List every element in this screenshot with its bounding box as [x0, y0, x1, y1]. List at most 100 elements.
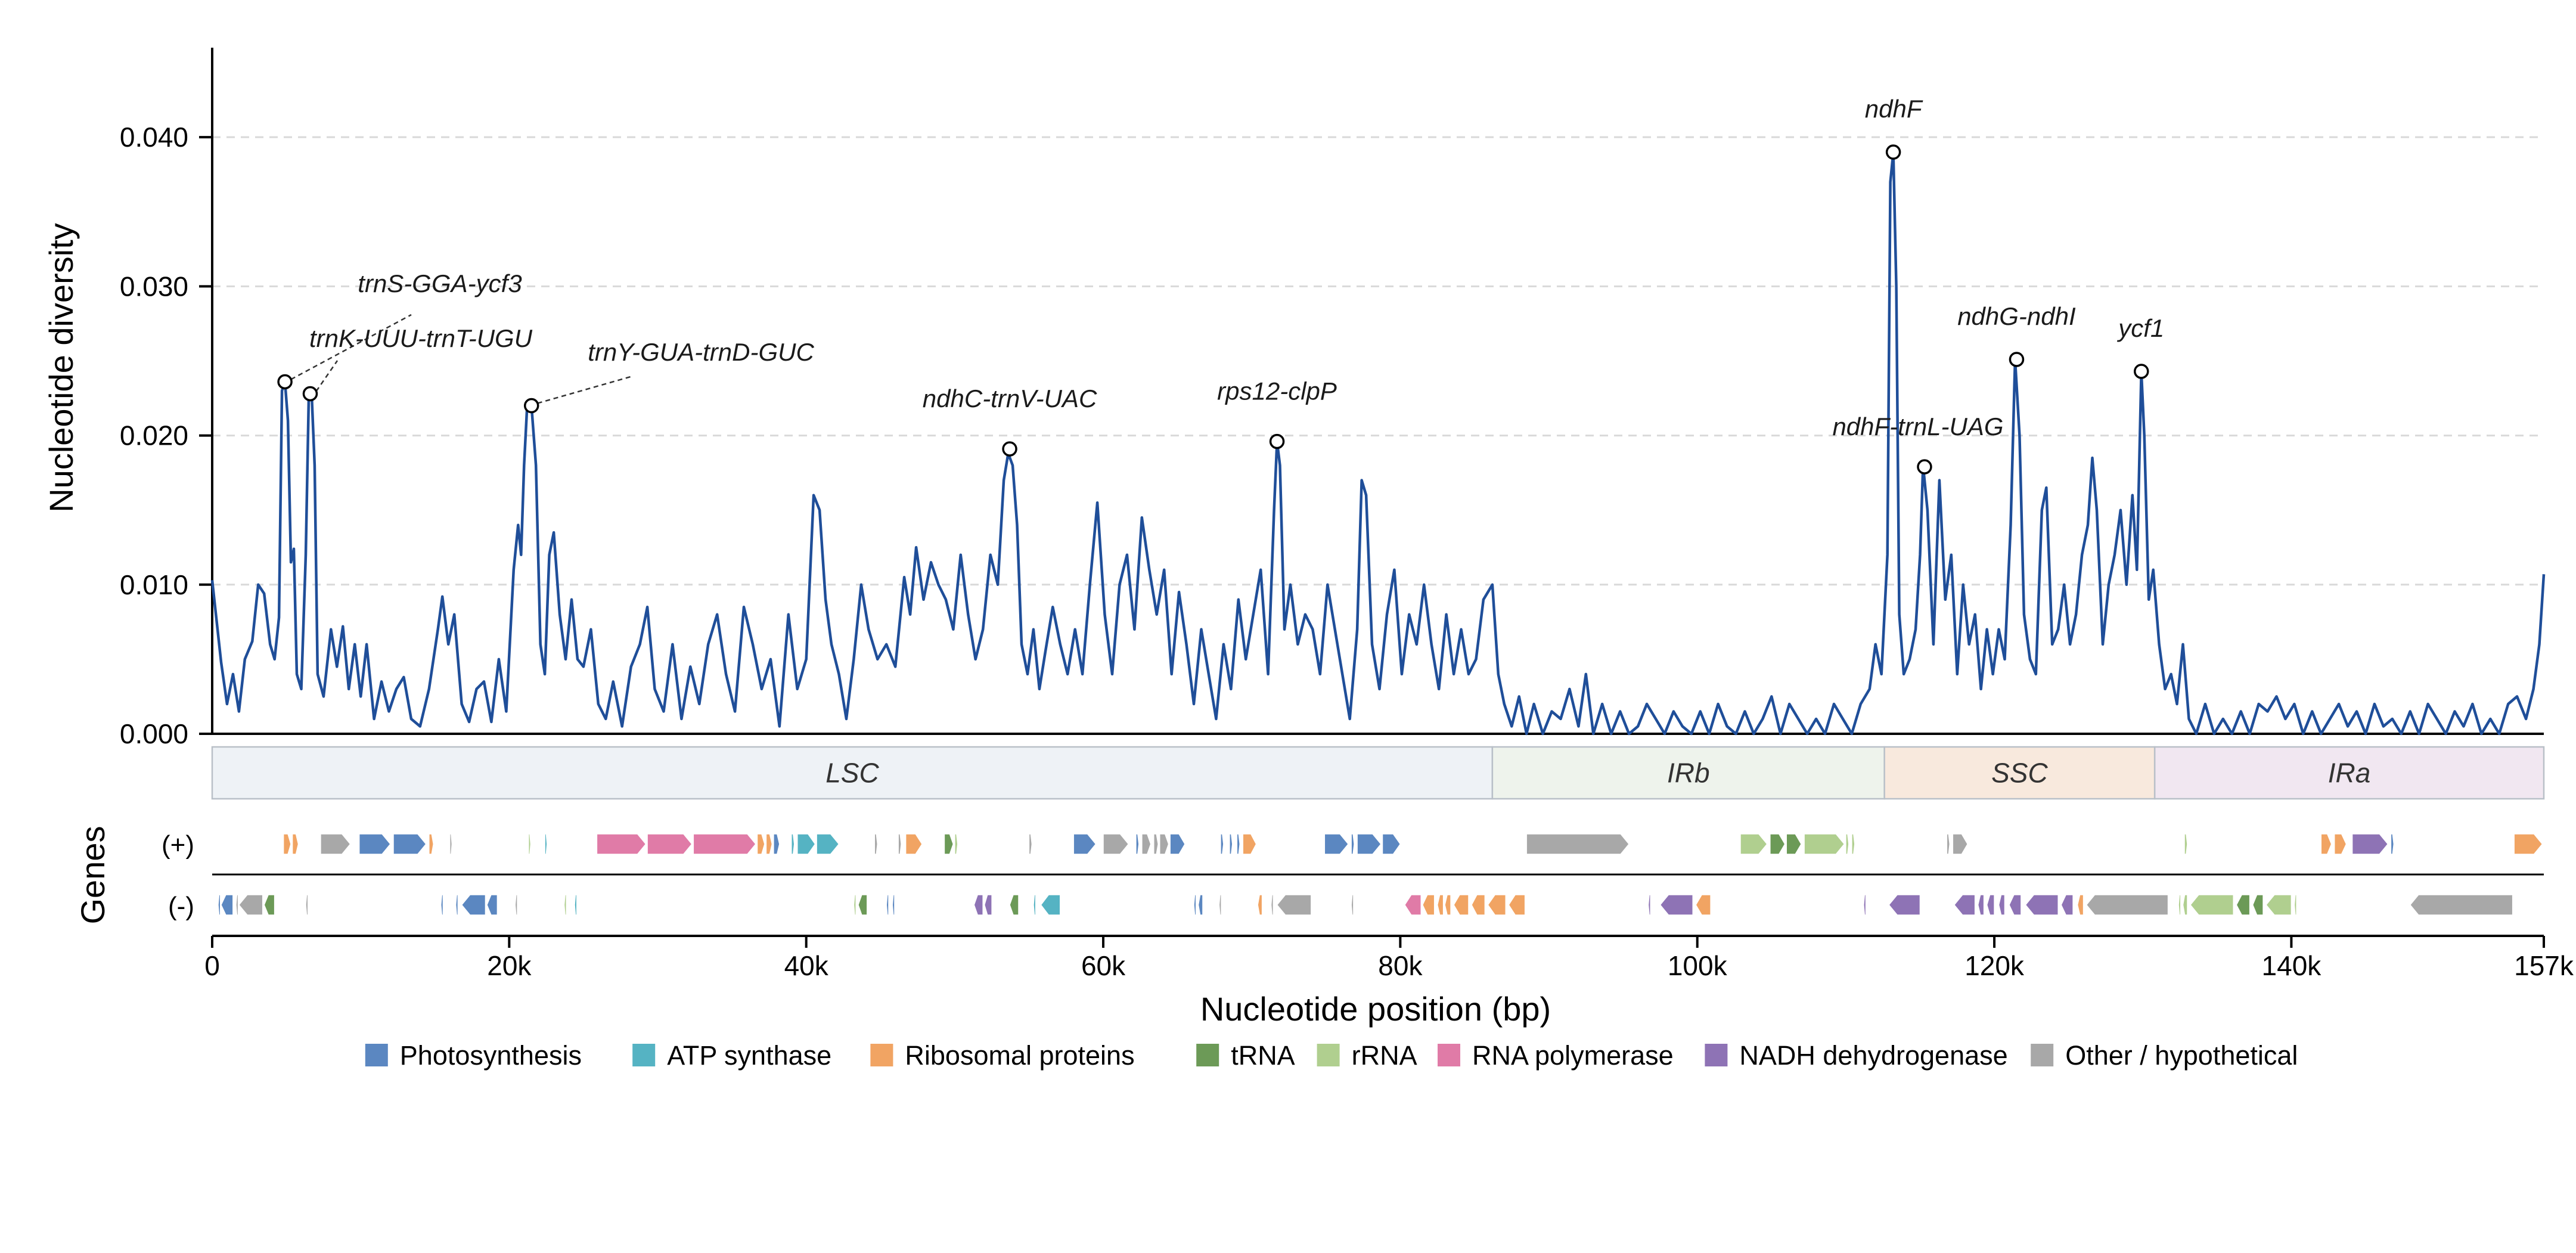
minus-strand-gene [1998, 894, 2006, 916]
plus-strand-label: (+) [162, 830, 194, 860]
plus-strand-gene [1804, 833, 1845, 855]
x-tick-label: 120k [1964, 950, 2025, 981]
legend-label: Other / hypothetical [2065, 1040, 2298, 1071]
x-axis-title: Nucleotide position (bp) [1200, 990, 1551, 1028]
plus-strand-gene [449, 833, 453, 855]
plus-strand-gene [2513, 833, 2543, 855]
minus-strand-gene [2077, 894, 2084, 916]
x-tick-label: 40k [784, 950, 829, 981]
minus-strand-gene [2060, 894, 2074, 916]
axes: 0.000 0.010 0.020 0.030 0.040 0 20k 40k 60k 80k 10… [120, 48, 2574, 981]
plus-strand-gene [1526, 833, 1630, 855]
gene-track [212, 833, 2544, 916]
minus-strand-gene [2182, 894, 2188, 916]
plus-strand-gene [791, 833, 795, 855]
peak-annotations: trnS-GGA-ycf3 trnK-UUU-trnT-UGU trnY-GUA-t… [277, 95, 2164, 474]
peak-marker [1002, 441, 1017, 457]
minus-strand-gene [1270, 894, 1274, 916]
plus-strand-gene [816, 833, 840, 855]
minus-strand-gene [973, 894, 983, 916]
peak-label: ndhC-trnV-UAC [923, 384, 1097, 413]
legend-swatch [1705, 1044, 1728, 1066]
diversity-line [210, 150, 2546, 736]
peak-label: ycf1 [2116, 314, 2164, 342]
x-tick-label: 0 [204, 950, 220, 981]
minus-strand-gene [440, 894, 444, 916]
legend-label: Ribosomal proteins [905, 1040, 1134, 1071]
minus-strand-gene [1471, 894, 1486, 916]
plus-strand-gene [1141, 833, 1152, 855]
minus-strand-gene [1888, 894, 1921, 916]
plus-strand-gene [756, 833, 765, 855]
minus-strand-gene [1276, 894, 1312, 916]
plus-strand-gene [291, 833, 299, 855]
plus-strand-gene [283, 833, 291, 855]
minus-strand-gene [1436, 894, 1444, 916]
plus-strand-gene [1382, 833, 1401, 855]
gene-track-title: Genes [74, 826, 111, 925]
minus-strand-gene [1197, 894, 1203, 916]
plus-strand-gene [1236, 833, 1241, 855]
minus-strand-gene [1977, 894, 1985, 916]
plus-strand-gene [2320, 833, 2332, 855]
minus-strand-gene [218, 894, 221, 916]
plus-strand-gene [1851, 833, 1855, 855]
x-tick-label: 100k [1668, 950, 1728, 981]
legend-swatch [1317, 1044, 1340, 1066]
minus-strand-gene [892, 894, 895, 916]
minus-strand-gene [1508, 894, 1526, 916]
peak-label: ndhF-trnL-UAG [1832, 413, 2003, 441]
peak-marker [1917, 459, 1932, 474]
plus-strand-gene [2390, 833, 2395, 855]
peak-label: trnY-GUA-trnD-GUC [588, 338, 814, 366]
minus-strand-gene [2189, 894, 2234, 916]
minus-strand-gene [1695, 894, 1711, 916]
peak-marker [302, 386, 318, 402]
minus-strand-gene [1953, 894, 1976, 916]
minus-strand-gene [1659, 894, 1693, 916]
x-tick-label: 157k [2514, 950, 2574, 981]
minus-strand-gene [2252, 894, 2264, 916]
plus-strand-gene [527, 833, 532, 855]
plus-strand-gene [1103, 833, 1129, 855]
plus-strand-gene [1324, 833, 1349, 855]
minus-strand-gene [1351, 894, 1354, 916]
plus-strand-gene [1073, 833, 1097, 855]
plus-strand-gene [1153, 833, 1159, 855]
x-tick-label: 20k [487, 950, 532, 981]
minus-strand-gene [455, 894, 459, 916]
plus-strand-gene [320, 833, 351, 855]
y-axis-title: Nucleotide diversity [42, 223, 80, 513]
plus-strand-gene [1351, 833, 1355, 855]
plus-strand-gene [1770, 833, 1786, 855]
plus-strand-gene [874, 833, 879, 855]
plus-strand-gene [1357, 833, 1382, 855]
legend-swatch [632, 1044, 656, 1066]
legend-swatch [870, 1044, 893, 1066]
minus-strand-gene [1404, 894, 1422, 916]
minus-strand-gene [563, 894, 567, 916]
peak-label: trnS-GGA-ycf3 [358, 269, 522, 297]
minus-strand-gene [1257, 894, 1263, 916]
minus-strand-gene [305, 894, 309, 916]
region-label: LSC [825, 758, 879, 789]
minus-strand-gene [235, 894, 239, 916]
plus-strand-gene [1169, 833, 1185, 855]
minus-strand-gene [1863, 894, 1867, 916]
y-tick-label: 0.000 [120, 718, 188, 749]
peak-label: rps12-clpP [1217, 377, 1337, 405]
region-ssc [1883, 746, 2156, 800]
minus-strand-gene [2025, 894, 2059, 916]
legend-swatch [2031, 1044, 2054, 1066]
minus-strand-gene [1033, 894, 1036, 916]
plus-strand-gene [358, 833, 391, 855]
legend-swatch [365, 1044, 388, 1066]
minus-strand-gene [2409, 894, 2513, 916]
plus-strand-gene [2184, 833, 2188, 855]
diversity-series [210, 150, 2546, 736]
gridlines [212, 136, 2544, 586]
peak-marker [277, 374, 293, 390]
plus-strand-gene [1946, 833, 1951, 855]
minus-strand-gene [574, 894, 578, 916]
region-label: SSC [1991, 758, 2048, 789]
